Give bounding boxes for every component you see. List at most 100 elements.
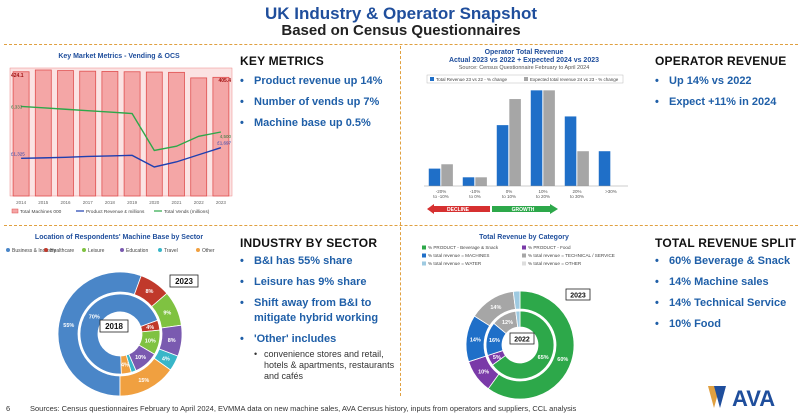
x-tick-label: 2020 bbox=[149, 200, 160, 205]
bar-actual-2023 bbox=[428, 168, 441, 186]
x-tick-label: -20% bbox=[436, 189, 447, 194]
legend-label: % total revenue = WATER bbox=[428, 261, 482, 266]
legend-marker bbox=[120, 248, 124, 252]
legend-label: % total revenue = TECHNICAL / SERVICE bbox=[528, 253, 615, 258]
top-divider bbox=[4, 44, 798, 45]
category-outer-slice bbox=[487, 290, 575, 400]
inner-year-label: 2018 bbox=[105, 322, 123, 331]
bar-expected-2024 bbox=[475, 177, 487, 186]
sector-inner-slice bbox=[79, 293, 159, 375]
legend-label: Travel bbox=[164, 248, 178, 254]
legend-label: % PRODUCT - Beverage & Snack bbox=[428, 245, 499, 250]
category-inner-value-label: 65% bbox=[538, 355, 549, 361]
x-tick-label: to 30% bbox=[570, 194, 584, 199]
x-tick-label: to -10% bbox=[433, 194, 449, 199]
data-label: 405.4 bbox=[218, 78, 231, 84]
x-tick-label: 2022 bbox=[194, 200, 205, 205]
industry-sector-sublist: convenience stores and retail, hotels & … bbox=[254, 349, 398, 382]
legend-box bbox=[426, 74, 624, 84]
ava-logo-text: AVA bbox=[732, 386, 775, 411]
sector-chart-title: Location of Respondents' Machine Base by… bbox=[34, 234, 204, 241]
legend-marker bbox=[522, 261, 526, 266]
ava-logo: AVA bbox=[708, 386, 775, 411]
legend-marker bbox=[522, 253, 526, 258]
middle-divider bbox=[4, 225, 798, 226]
decline-arrow bbox=[427, 204, 490, 214]
legend-label: Leisure bbox=[88, 248, 105, 254]
operator-revenue-chart: Total Revenue 23 vs 22 - % change Expecte… bbox=[424, 74, 628, 214]
legend-swatch-bars bbox=[11, 208, 19, 214]
x-tick-label: 20% bbox=[572, 189, 581, 194]
line-total-vends bbox=[21, 105, 222, 152]
operator-revenue-source: Source: Census Questionnaire February to… bbox=[458, 65, 590, 71]
growth-label: GROWTH bbox=[512, 207, 535, 213]
legend-swatch-actual bbox=[430, 77, 434, 81]
legend-marker bbox=[422, 253, 426, 258]
x-tick-label: -10% bbox=[470, 189, 481, 194]
bar-expected-2024 bbox=[441, 164, 453, 186]
legend-label: % PRODUCT - Food bbox=[528, 245, 571, 250]
category-donut-chart: % PRODUCT - Beverage & Snack % PRODUCT - … bbox=[422, 245, 615, 400]
x-tick-label: to 0% bbox=[469, 194, 481, 199]
sector-outer-value-label: 15% bbox=[138, 378, 149, 384]
operator-revenue-title: Operator Total Revenue bbox=[484, 49, 564, 56]
inner-year-box bbox=[99, 319, 129, 333]
industry-sector-subitem: convenience stores and retail, hotels & … bbox=[254, 349, 398, 382]
outer-year-box bbox=[565, 288, 591, 301]
industry-sector-item: B&I has 55% share bbox=[240, 254, 398, 269]
x-tick-label: 2015 bbox=[38, 200, 49, 205]
legend-marker bbox=[422, 261, 426, 266]
inner-year-label: 2022 bbox=[514, 337, 530, 344]
sector-outer-value-label: 4% bbox=[162, 357, 170, 363]
outer-year-label: 2023 bbox=[570, 293, 586, 300]
bar-actual-2023 bbox=[530, 90, 543, 186]
market-metrics-title: Key Market Metrics - Vending & OCS bbox=[58, 53, 180, 60]
bar-total-machines bbox=[212, 76, 230, 197]
page-subtitle: Based on Census Questionnaires bbox=[281, 22, 521, 39]
category-outer-value-label: 14% bbox=[490, 305, 501, 311]
revenue-split-item: 14% Technical Service bbox=[655, 296, 800, 311]
legend-marker bbox=[422, 245, 426, 250]
sector-inner-value-label: 10% bbox=[135, 355, 146, 361]
center-divider bbox=[400, 46, 401, 396]
legend-marker bbox=[196, 248, 200, 252]
sector-outer-value-label: 8% bbox=[168, 338, 176, 344]
sector-inner-slice bbox=[120, 354, 132, 375]
legend-label: Total Revenue 23 vs 22 - % change bbox=[436, 77, 508, 82]
legend-marker bbox=[158, 248, 162, 252]
category-inner-value-label: 5% bbox=[493, 355, 501, 361]
revenue-split-item: 10% Food bbox=[655, 317, 800, 332]
industry-sector-item: 'Other' includes convenience stores and … bbox=[240, 332, 398, 382]
x-tick-label: 10% bbox=[538, 189, 547, 194]
key-metric-item: Product revenue up 14% bbox=[240, 74, 398, 89]
x-tick-label: 2016 bbox=[60, 200, 71, 205]
page-title: UK Industry & Operator Snapshot bbox=[264, 4, 538, 23]
sector-outer-value-label: 8% bbox=[146, 289, 154, 295]
sector-inner-value-label: 4% bbox=[121, 363, 129, 369]
x-tick-label: >30% bbox=[605, 189, 617, 194]
legend-marker bbox=[44, 248, 48, 252]
outer-year-box bbox=[169, 274, 199, 288]
category-outer-value-label: 60% bbox=[557, 357, 568, 363]
industry-sector-heading: INDUSTRY BY SECTOR bbox=[240, 236, 378, 250]
x-tick-label: 0% bbox=[506, 189, 513, 194]
category-inner-slice bbox=[515, 310, 521, 328]
key-metrics-list: Product revenue up 14% Number of vends u… bbox=[240, 74, 398, 137]
outer-year-label: 2023 bbox=[175, 277, 193, 286]
x-tick-label: 2017 bbox=[83, 200, 94, 205]
industry-sector-item-text: 'Other' includes bbox=[254, 333, 337, 345]
x-tick-label: to 20% bbox=[536, 194, 550, 199]
legend-marker bbox=[82, 248, 86, 252]
x-tick-label: 2021 bbox=[171, 200, 182, 205]
sector-inner-value-label: 10% bbox=[145, 339, 156, 345]
ava-logo-mark-inner bbox=[714, 386, 726, 408]
bar-total-machines bbox=[168, 71, 185, 197]
decline-label: DECLINE bbox=[447, 207, 470, 213]
key-metric-item: Machine base up 0.5% bbox=[240, 116, 398, 131]
sector-inner-value-label: 70% bbox=[89, 315, 100, 321]
sector-outer-value-label: 55% bbox=[63, 323, 74, 329]
bar-total-machines bbox=[101, 71, 119, 197]
category-inner-value-label: 16% bbox=[489, 338, 500, 344]
market-metrics-chart: 2014 2015 2016 2017 2018 2019 2020 2021 2022 2023… bbox=[9, 67, 233, 215]
legend-label: Education bbox=[126, 248, 148, 254]
